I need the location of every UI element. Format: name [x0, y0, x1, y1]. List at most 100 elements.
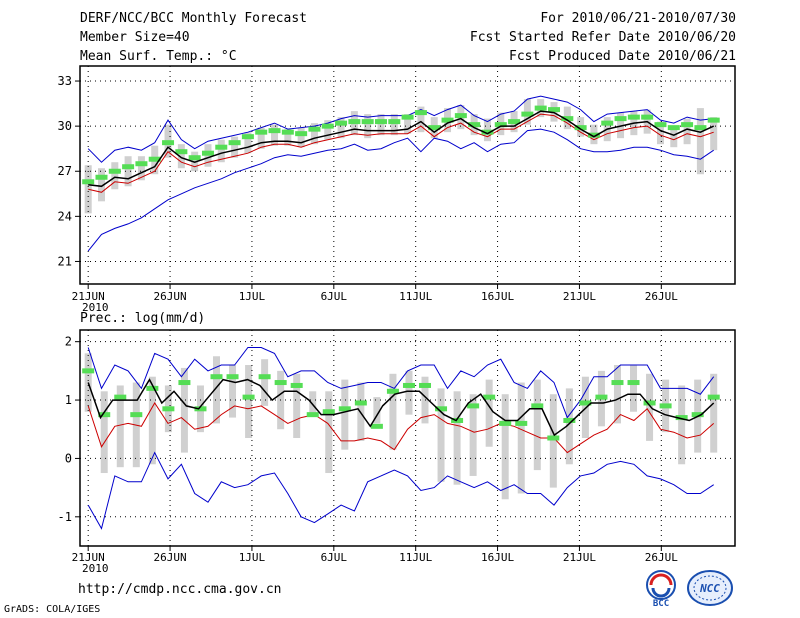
ensemble-range-bar	[533, 379, 541, 471]
x-tick-label: 21JUN	[72, 551, 105, 564]
ensemble-mean-marker	[521, 111, 534, 117]
ensemble-mean-marker	[258, 374, 271, 380]
x-tick-label: 26JUL	[645, 551, 678, 564]
ensemble-mean-marker	[274, 380, 287, 386]
ensemble-mean-marker	[508, 119, 521, 125]
ensemble-range-bar	[310, 123, 318, 145]
ensemble-mean-marker	[643, 400, 656, 406]
ensemble-range-bar	[177, 144, 185, 169]
ensemble-mean-marker	[322, 409, 335, 415]
ensemble-range-bar	[261, 359, 269, 406]
ensemble-range-bar	[217, 139, 225, 163]
ensemble-mean-marker	[659, 403, 672, 409]
ensemble-range-bar	[377, 114, 385, 136]
ensemble-mean-marker	[114, 394, 127, 400]
ensemble-mean-marker	[388, 119, 401, 125]
x-tick-label: 21JUN	[72, 290, 105, 303]
ensemble-mean-marker	[321, 123, 334, 129]
ensemble-range-bar	[390, 114, 398, 136]
ensemble-mean-marker	[241, 134, 254, 140]
ensemble-mean-marker	[255, 129, 268, 135]
grads-credit: GrADS: COLA/IGES	[4, 604, 101, 615]
ensemble-range-bar	[453, 391, 461, 485]
ensemble-mean-marker	[228, 140, 241, 146]
ensemble-range-bar	[284, 129, 292, 146]
y-tick-label: 0	[65, 451, 72, 465]
ensemble-range-bar	[100, 391, 108, 474]
ensemble-mean-marker	[82, 179, 95, 185]
ensemble-range-bar	[630, 365, 638, 412]
plot-frame	[79, 329, 736, 547]
ensemble-mean-marker	[641, 114, 654, 120]
ensemble-mean-marker	[574, 125, 587, 131]
ensemble-range-bar	[229, 365, 237, 418]
ensemble-range-bar	[501, 394, 509, 500]
ensemble-mean-marker	[135, 161, 148, 167]
ensemble-range-bar	[373, 397, 381, 424]
ensemble-range-bar	[656, 121, 664, 145]
ensemble-range-bar	[517, 382, 525, 494]
ensemble-mean-marker	[354, 400, 367, 406]
chart-title: DERF/NCC/BCC Monthly Forecast	[80, 11, 307, 26]
fcst-produced-date: Fcst Produced Date 2010/06/21	[509, 49, 736, 64]
x-tick-label: 6JUL	[321, 290, 348, 303]
ensemble-mean-marker	[441, 117, 454, 123]
ensemble-mean-marker	[281, 129, 294, 135]
ensemble-mean-marker	[531, 403, 544, 409]
ensemble-range-bar	[137, 156, 145, 181]
ensemble-mean-marker	[675, 415, 688, 421]
ensemble-range-bar	[271, 124, 279, 146]
series-line-red	[87, 402, 715, 454]
ensemble-range-bar	[683, 118, 691, 145]
ensemble-range-bar	[417, 106, 425, 133]
ensemble-mean-marker	[201, 150, 214, 156]
ensemble-mean-marker	[386, 388, 399, 394]
ensemble-mean-marker	[454, 113, 467, 119]
x-tick-label: 11JUL	[399, 551, 432, 564]
ensemble-mean-marker	[178, 380, 191, 386]
ensemble-mean-marker	[563, 417, 576, 423]
ensemble-mean-marker	[579, 400, 592, 406]
ensemble-range-bar	[696, 108, 704, 175]
ensemble-mean-marker	[614, 116, 627, 122]
ensemble-range-bar	[97, 168, 105, 202]
plot-frame	[79, 65, 736, 285]
ensemble-mean-marker	[467, 403, 480, 409]
series-line-upper	[87, 95, 714, 163]
x-tick-label: 21JUL	[563, 290, 596, 303]
x-tick-label: 16JUL	[481, 551, 514, 564]
y-tick-label: 2	[65, 335, 72, 349]
ensemble-mean-marker	[595, 394, 608, 400]
ncc-logo-text: NCC	[699, 582, 720, 595]
ensemble-mean-marker	[108, 168, 121, 174]
ensemble-mean-marker	[370, 423, 383, 429]
ensemble-range-bar	[111, 162, 119, 190]
ensemble-mean-marker	[374, 119, 387, 125]
ensemble-range-bar	[297, 127, 305, 148]
ensemble-mean-marker	[122, 164, 135, 170]
ensemble-mean-marker	[611, 380, 624, 386]
ncc-logo: NCC	[686, 568, 734, 612]
variable-label: Mean Surf. Temp.: °C	[80, 49, 237, 64]
ensemble-range-bar	[678, 385, 686, 465]
website-url[interactable]: http://cmdp.ncc.cma.gov.cn	[78, 582, 282, 597]
fcst-started-date: Fcst Started Refer Date 2010/06/20	[469, 30, 736, 45]
ensemble-mean-marker	[95, 174, 108, 180]
ensemble-mean-marker	[601, 120, 614, 126]
ensemble-range-bar	[549, 394, 557, 488]
ensemble-mean-marker	[308, 126, 321, 132]
y-tick-label: 33	[58, 74, 72, 88]
series-line-black	[88, 110, 715, 188]
series-line-lower	[87, 451, 714, 530]
ensemble-mean-marker	[494, 122, 507, 128]
ensemble-range-bar	[213, 356, 221, 424]
ensemble-mean-marker	[210, 374, 223, 380]
ensemble-mean-marker	[707, 117, 720, 123]
ensemble-range-bar	[364, 114, 372, 139]
ensemble-mean-marker	[175, 149, 188, 155]
ensemble-range-bar	[613, 365, 621, 424]
ensemble-range-bar	[309, 391, 317, 415]
y-tick-label: 1	[65, 393, 72, 407]
ensemble-mean-marker	[338, 406, 351, 412]
